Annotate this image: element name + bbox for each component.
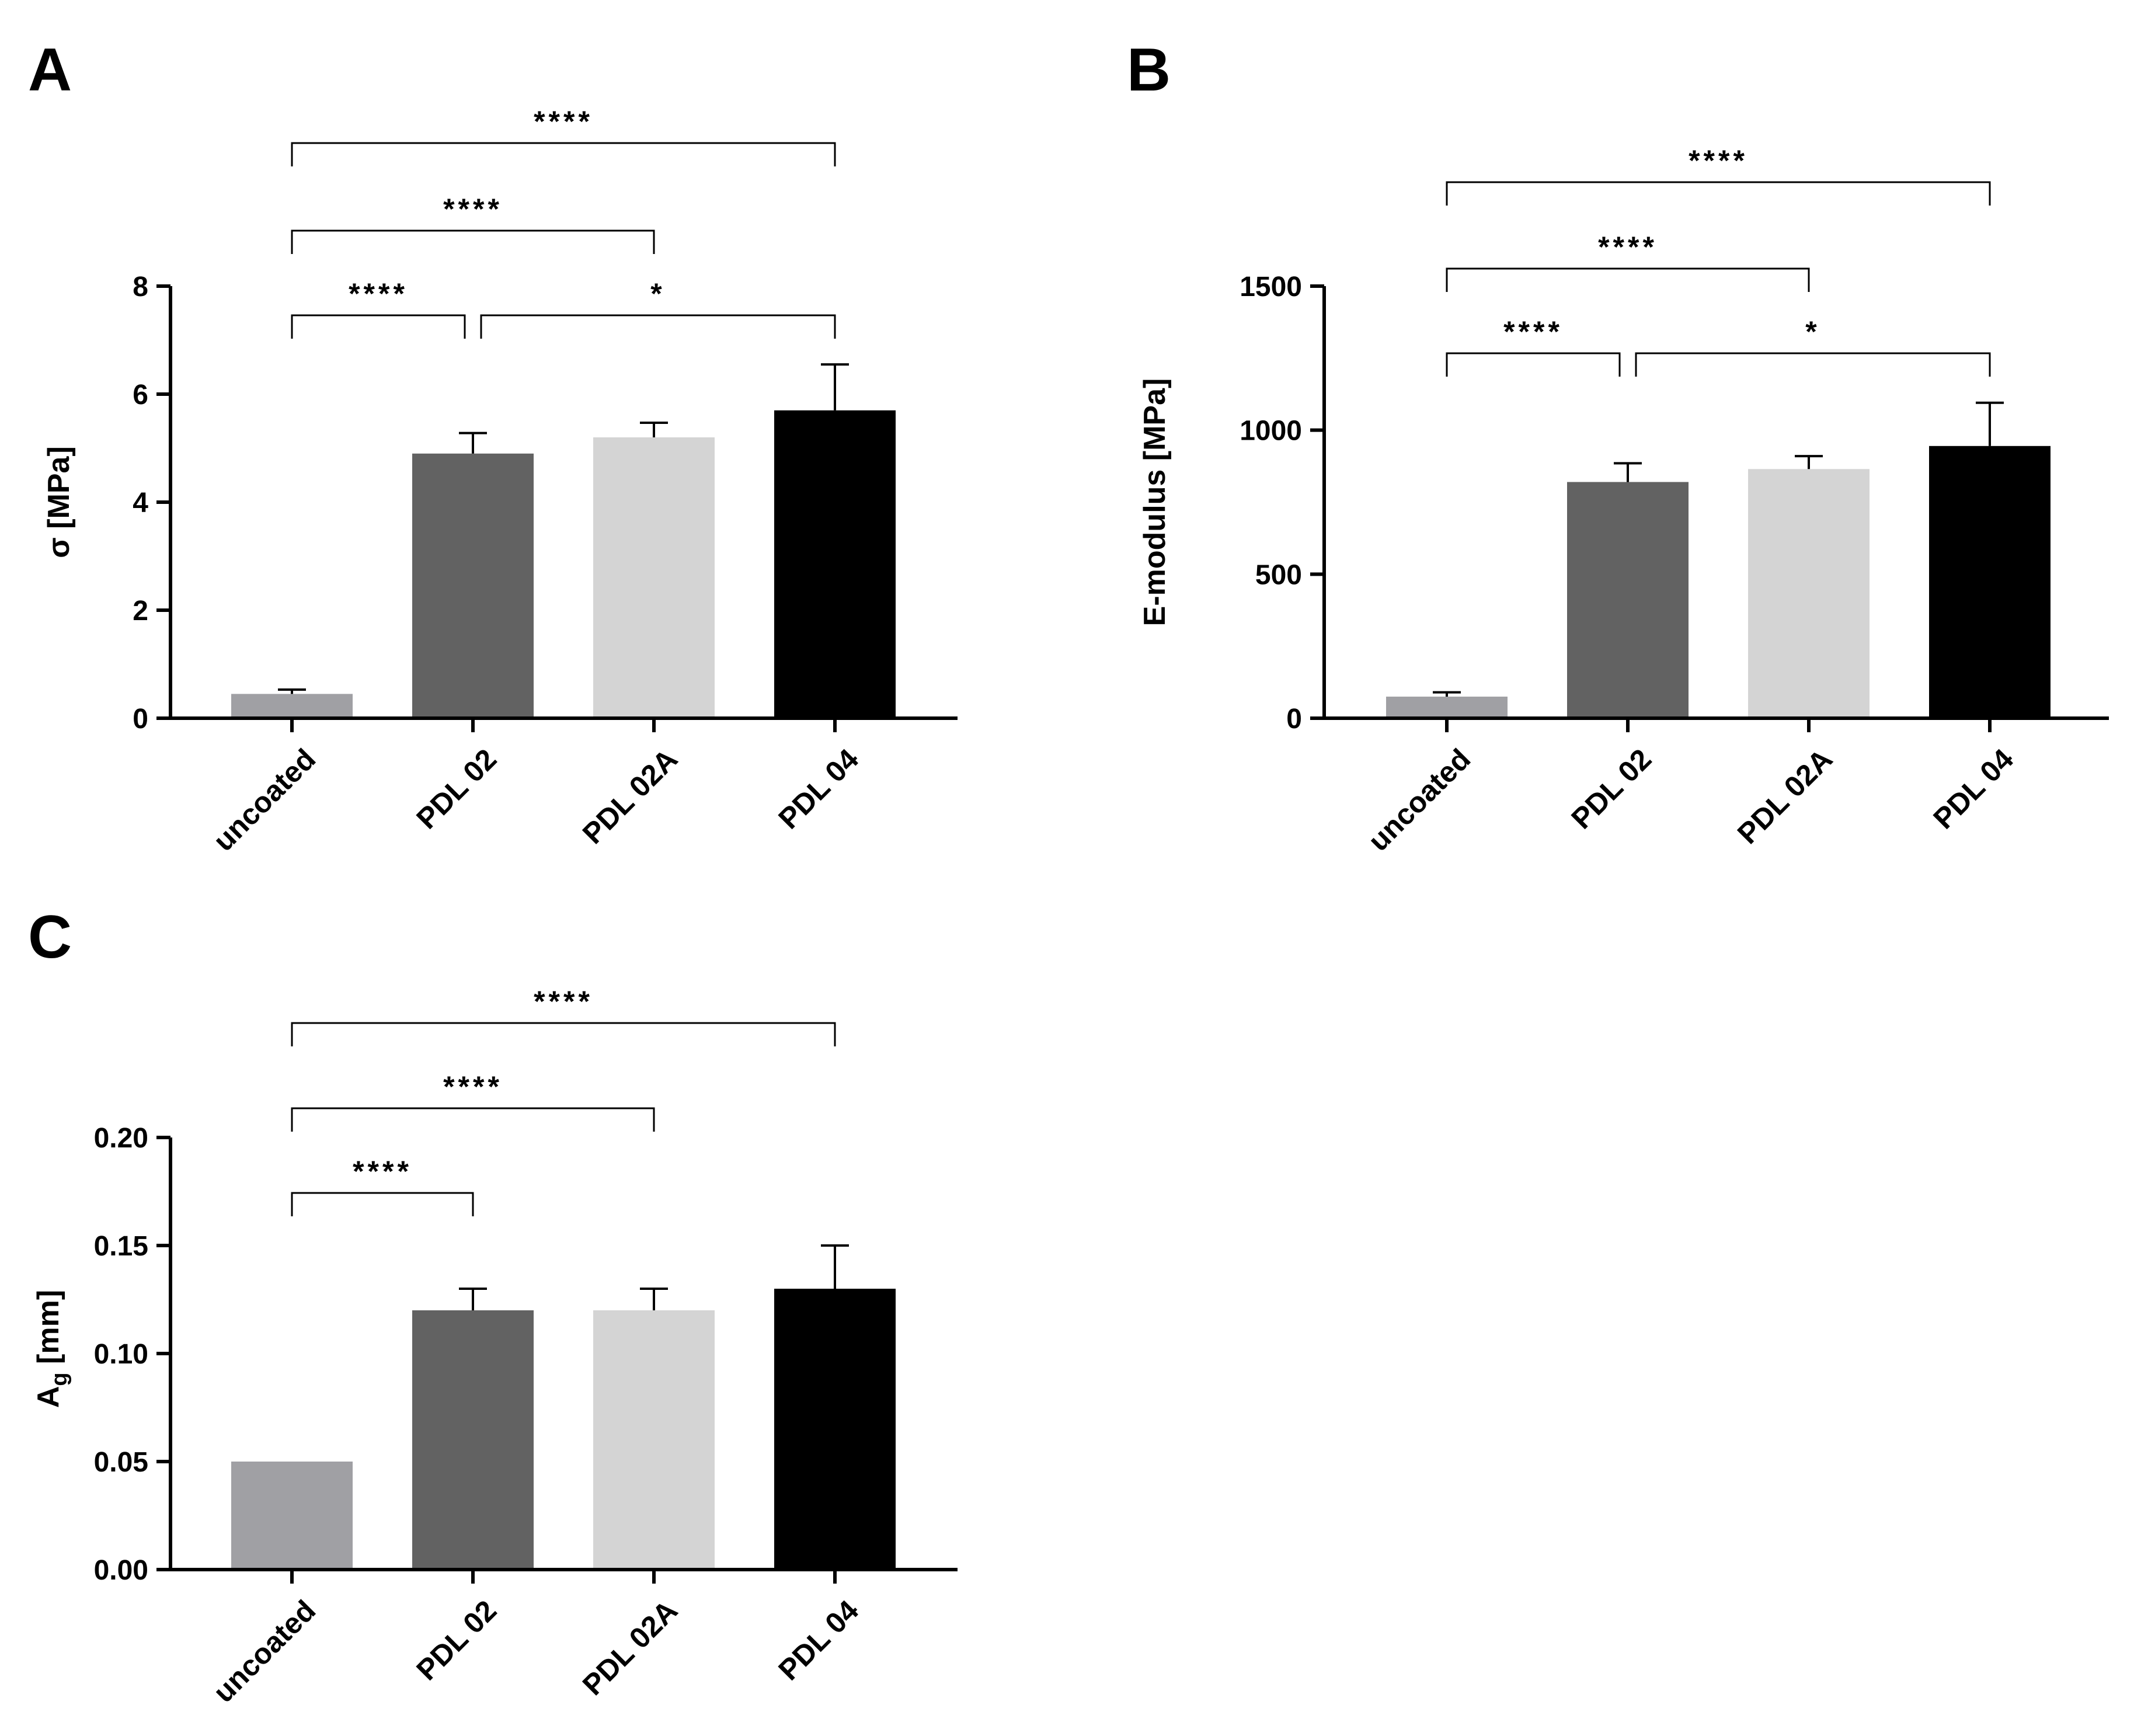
category-label-a-pdl-02a: PDL 02A (576, 743, 684, 850)
significance-bracket-a-3 (291, 142, 836, 166)
y-tick-label-c-4: 0.20 (94, 1123, 148, 1154)
category-label-b-pdl-02a: PDL 02A (1731, 743, 1839, 850)
significance-label-c-0: **** (353, 1155, 412, 1188)
x-tick-label-a-pdl-04: PDL 04 (772, 743, 865, 836)
y-tick-label-b-0: 0 (1286, 704, 1302, 735)
x-tick-label-c-pdl-04: PDL 04 (772, 1594, 865, 1687)
y-tick-label-c-3: 0.15 (94, 1231, 148, 1262)
y-axis-label-c-unit: [mm] (32, 1290, 65, 1373)
significance-label-c-2: **** (534, 985, 593, 1018)
significance-label-a-0: **** (349, 277, 408, 310)
significance-bracket-c-2 (291, 1022, 836, 1046)
category-label-b-uncoated: uncoated (1362, 743, 1477, 858)
bar-c-pdl-02 (412, 1310, 534, 1570)
y-axis-label-a-text: σ [MPa] (42, 446, 76, 558)
significance-bracket-a-1 (480, 314, 836, 339)
significance-label-b-1: * (1805, 315, 1820, 348)
x-tick-label-a-pdl-02a: PDL 02A (576, 743, 684, 850)
x-tick-label-c-pdl-02: PDL 02 (410, 1594, 503, 1687)
bar-a-pdl-02 (412, 453, 534, 718)
significance-label-a-3: **** (534, 105, 593, 138)
significance-bracket-b-3 (1446, 181, 1991, 206)
bar-a-pdl-04 (774, 410, 896, 718)
significance-label-b-2: **** (1598, 231, 1658, 263)
category-label-a-uncoated: uncoated (207, 743, 322, 858)
y-axis-label-b: E-modulus [MPa] (1138, 378, 1172, 627)
category-label-b-pdl-02: PDL 02 (1565, 743, 1658, 836)
bar-c-uncoated (231, 1462, 353, 1570)
x-tick-label-c-uncoated: uncoated (207, 1594, 322, 1709)
y-tick-label-c-1: 0.05 (94, 1447, 148, 1478)
category-label-b-pdl-04: PDL 04 (1927, 743, 2020, 836)
bar-c-pdl-04 (774, 1289, 896, 1570)
significance-bracket-c-1 (291, 1107, 655, 1132)
category-label-a-pdl-04: PDL 04 (772, 743, 865, 836)
plot-area-c: 0.00 0.05 0.10 0.15 0.20 uncoated PDL 02 PDL 02… (94, 985, 958, 1709)
significance-bracket-a-2 (291, 229, 655, 254)
significance-bracket-c-0 (291, 1192, 474, 1216)
bar-b-uncoated (1386, 697, 1508, 718)
significance-label-c-1: **** (443, 1070, 503, 1103)
y-tick-label-c-2: 0.10 (94, 1339, 148, 1370)
y-tick-label-a-4: 8 (133, 272, 148, 302)
x-tick-label-b-pdl-02: PDL 02 (1565, 743, 1658, 836)
y-tick-label-a-0: 0 (133, 704, 148, 735)
bar-b-pdl-02a (1748, 469, 1870, 718)
y-axis-label-a: σ [MPa] (42, 446, 76, 558)
y-tick-label-a-2: 4 (133, 488, 148, 519)
x-tick-label-a-pdl-02: PDL 02 (410, 743, 503, 836)
y-tick-label-a-1: 2 (133, 596, 148, 627)
y-axis-label-c-text: Ag [mm] (32, 1290, 72, 1408)
significance-label-a-2: **** (443, 193, 503, 225)
panel-b: B E-modulus [MPa] 0 500 1000 1500 uncoated PD… (1127, 36, 2109, 857)
bar-a-pdl-02a (593, 437, 715, 718)
category-label-c-pdl-04: PDL 04 (772, 1594, 865, 1687)
significance-label-a-1: * (650, 277, 665, 310)
significance-label-b-0: **** (1503, 315, 1563, 348)
x-tick-label-b-pdl-02a: PDL 02A (1731, 743, 1839, 850)
y-tick-label-b-2: 1000 (1240, 416, 1302, 447)
panel-letter-b: B (1127, 36, 1171, 104)
y-tick-label-a-3: 6 (133, 380, 148, 410)
significance-bracket-b-2 (1446, 267, 1810, 292)
x-tick-label-b-pdl-04: PDL 04 (1927, 743, 2020, 836)
y-tick-label-c-0: 0.00 (94, 1555, 148, 1586)
y-axis-label-c-main: A (32, 1386, 65, 1408)
x-tick-label-c-pdl-02a: PDL 02A (576, 1594, 684, 1702)
y-axis-label-b-text: E-modulus [MPa] (1138, 378, 1172, 627)
significance-bracket-b-0 (1446, 352, 1621, 377)
y-axis-label-c: Ag [mm] (32, 1290, 72, 1408)
significance-bracket-b-1 (1635, 352, 1991, 377)
panel-letter-c: C (28, 903, 72, 971)
panel-c: C Ag [mm] 0.00 0.05 0.10 0.15 0.20 uncoated PD… (28, 903, 958, 1709)
panel-a: A σ [MPa] 0 2 4 6 8 uncoated PDL 02 PDL 02A PDL … (28, 36, 958, 857)
category-label-a-pdl-02: PDL 02 (410, 743, 503, 836)
y-tick-label-b-3: 1500 (1240, 272, 1302, 302)
bar-b-pdl-04 (1929, 446, 2051, 718)
category-label-c-uncoated: uncoated (207, 1594, 322, 1709)
category-label-c-pdl-02: PDL 02 (410, 1594, 503, 1687)
bar-a-uncoated (231, 694, 353, 718)
bar-c-pdl-02a (593, 1310, 715, 1570)
significance-label-b-3: **** (1689, 144, 1748, 177)
y-tick-label-b-1: 500 (1255, 559, 1302, 590)
y-axis-label-c-sub: g (47, 1372, 72, 1386)
panel-letter-a: A (28, 36, 72, 104)
bar-b-pdl-02 (1567, 482, 1689, 718)
x-tick-label-a-uncoated: uncoated (207, 743, 322, 858)
x-tick-label-b-uncoated: uncoated (1362, 743, 1477, 858)
significance-bracket-a-0 (291, 314, 466, 339)
category-label-c-pdl-02a: PDL 02A (576, 1594, 684, 1702)
plot-area-b: 0 500 1000 1500 uncoated PDL 02 PDL 02A PDL 04 *… (1240, 144, 2109, 857)
